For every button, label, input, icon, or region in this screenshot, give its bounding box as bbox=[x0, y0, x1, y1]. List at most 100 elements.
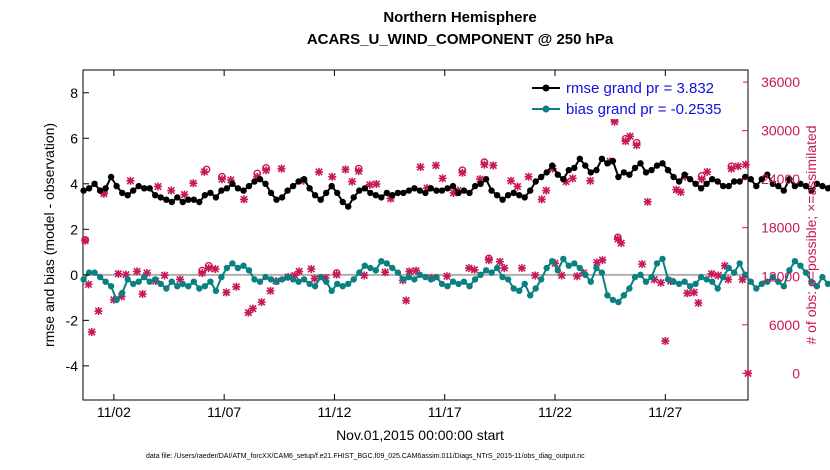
bias-point bbox=[334, 280, 341, 288]
obs-assimilated-point bbox=[94, 307, 103, 316]
rmse-point bbox=[516, 192, 523, 199]
y-left-tick-label: 4 bbox=[70, 176, 78, 192]
obs-assimilated-point bbox=[332, 270, 341, 279]
bias-point bbox=[538, 276, 545, 283]
bias-point bbox=[554, 267, 561, 274]
bias-point bbox=[295, 278, 302, 285]
bias-point bbox=[85, 269, 93, 276]
rmse-point bbox=[802, 182, 810, 190]
bias-point bbox=[300, 276, 308, 283]
rmse-point bbox=[416, 187, 424, 194]
y-left-tick-label: 6 bbox=[70, 130, 78, 146]
bias-point bbox=[813, 283, 821, 290]
bias-point bbox=[819, 273, 826, 281]
rmse-point bbox=[251, 178, 258, 185]
bias-point bbox=[786, 267, 793, 274]
bias-point bbox=[565, 262, 572, 269]
y-right-tick-label: 12000 bbox=[761, 268, 800, 284]
rmse-point bbox=[157, 194, 164, 201]
rmse-point bbox=[527, 187, 534, 194]
bias-point bbox=[742, 271, 749, 278]
obs-possible-point bbox=[81, 235, 90, 244]
bias-point bbox=[521, 280, 528, 288]
bias-point bbox=[543, 264, 550, 272]
rmse-point bbox=[819, 182, 826, 190]
rmse-point bbox=[262, 180, 269, 187]
rmse-point bbox=[725, 182, 732, 190]
rmse-point bbox=[240, 187, 247, 194]
obs-assimilated-point bbox=[240, 195, 249, 204]
bias-point bbox=[383, 260, 390, 267]
bias-point bbox=[637, 271, 644, 278]
bias-point bbox=[720, 273, 727, 281]
bias-point bbox=[659, 255, 666, 263]
bias-point bbox=[692, 280, 699, 288]
obs-assimilated-point bbox=[262, 166, 271, 175]
bias-point bbox=[267, 276, 275, 283]
rmse-point bbox=[411, 185, 418, 192]
obs-possible-point bbox=[621, 134, 630, 143]
rmse-point bbox=[560, 176, 567, 183]
bias-point bbox=[124, 276, 131, 283]
rmse-point bbox=[245, 182, 253, 190]
obs-assimilated-point bbox=[290, 271, 299, 280]
obs-assimilated-point bbox=[517, 264, 526, 273]
obs-assimilated-point bbox=[542, 186, 551, 195]
y-right-tick-label: 6000 bbox=[769, 317, 800, 333]
obs-assimilated-point bbox=[138, 290, 147, 299]
rmse-point bbox=[631, 164, 639, 172]
obs-assimilated-point bbox=[226, 176, 235, 184]
bias-point bbox=[609, 296, 617, 304]
obs-assimilated-point bbox=[402, 296, 411, 305]
bias-point bbox=[234, 264, 242, 272]
bias-point bbox=[278, 276, 286, 283]
obs-assimilated-point bbox=[167, 186, 176, 195]
rmse-point bbox=[223, 185, 231, 192]
rmse-point bbox=[201, 192, 209, 199]
obs-assimilated-point bbox=[727, 164, 736, 173]
bias-point bbox=[488, 269, 495, 276]
bias-point bbox=[405, 273, 413, 281]
obs-possible-point bbox=[632, 138, 641, 147]
obs-assimilated-point bbox=[217, 175, 226, 184]
rmse-point bbox=[720, 182, 727, 190]
rmse-point bbox=[775, 182, 782, 190]
bias-point bbox=[306, 280, 313, 288]
rmse-point bbox=[764, 171, 771, 178]
rmse-point bbox=[565, 166, 572, 174]
obs-assimilated-point bbox=[423, 184, 432, 193]
rmse-point bbox=[538, 173, 545, 181]
rmse-point bbox=[786, 176, 793, 183]
rmse-point bbox=[256, 176, 264, 183]
obs-assimilated-point bbox=[117, 292, 126, 301]
bias-point bbox=[824, 280, 830, 288]
rmse-point bbox=[234, 185, 242, 192]
bias-point bbox=[576, 264, 583, 272]
rmse-point bbox=[604, 160, 611, 167]
rmse-point bbox=[444, 185, 451, 192]
obs-possible-point bbox=[198, 266, 207, 275]
bias-point bbox=[378, 258, 385, 265]
bias-point bbox=[256, 278, 264, 285]
bias-point bbox=[769, 273, 776, 281]
rmse-point bbox=[598, 155, 606, 162]
rmse-point bbox=[532, 178, 539, 185]
x-tick-label: 11/17 bbox=[428, 404, 462, 420]
rmse-point bbox=[356, 187, 363, 194]
bias-point bbox=[615, 298, 622, 306]
obs-assimilated-point bbox=[386, 194, 395, 203]
legend-rmse-label: rmse grand pr = 3.832 bbox=[566, 80, 714, 97]
bias-point bbox=[482, 267, 490, 274]
bias-point bbox=[163, 285, 170, 292]
obs-assimilated-point bbox=[160, 271, 169, 280]
bias-point bbox=[96, 273, 104, 281]
obs-assimilated-point bbox=[617, 239, 626, 248]
bias-point bbox=[686, 283, 694, 290]
bias-point bbox=[152, 276, 159, 283]
obs-assimilated-point bbox=[87, 328, 96, 337]
obs-assimilated-point bbox=[81, 236, 90, 245]
bias-point bbox=[240, 262, 247, 269]
obs-assimilated-point bbox=[153, 182, 162, 191]
obs-assimilated-point bbox=[714, 271, 723, 280]
rmse-point bbox=[80, 187, 87, 194]
